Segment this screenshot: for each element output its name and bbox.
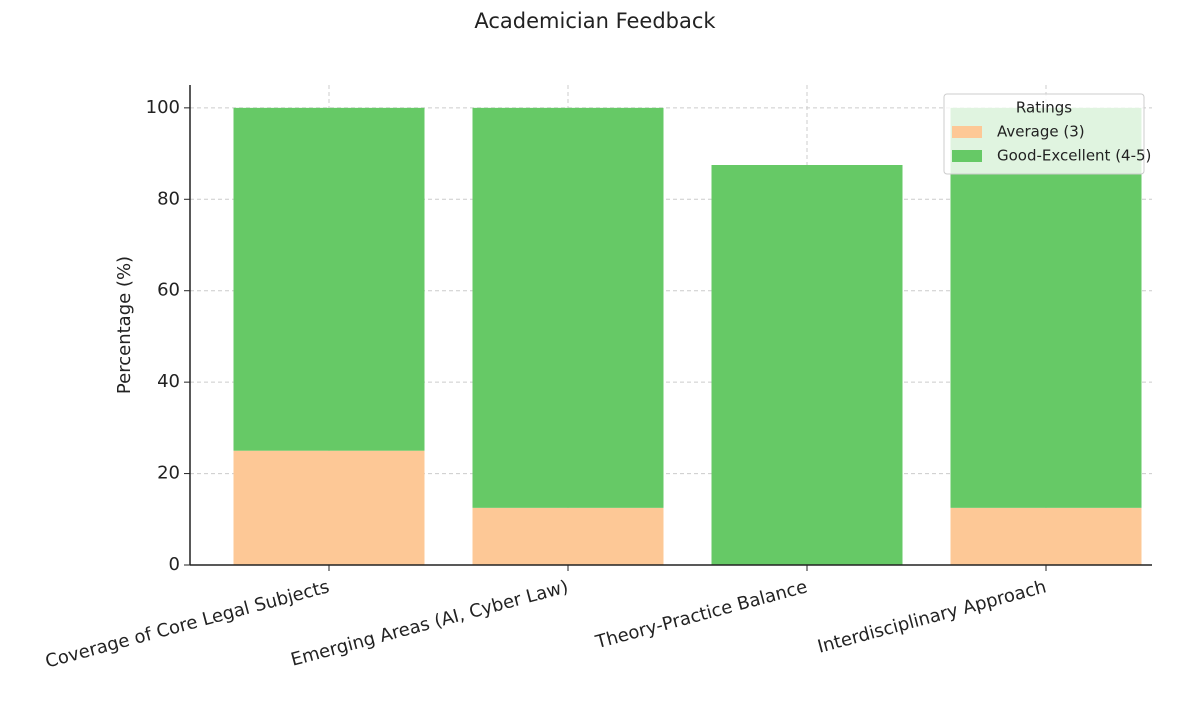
legend-label: Good-Excellent (4-5) [997,147,1151,165]
legend-swatch [952,126,982,138]
bar-segment [233,107,425,451]
y-tick-label: 20 [157,463,180,484]
y-axis-label: Percentage (%) [114,256,135,394]
legend-title: Ratings [1016,99,1072,117]
y-tick-label: 80 [157,188,180,209]
x-tick-label: Coverage of Core Legal Subjects [43,576,331,672]
legend-label: Average (3) [997,123,1085,141]
bar-segment [233,450,425,565]
x-tick-label: Emerging Areas (AI, Cyber Law) [289,576,571,670]
bar-segment [472,107,664,508]
y-tick-label: 100 [146,97,180,118]
bar-segment [950,507,1142,565]
bar-segment [950,107,1142,508]
y-tick-label: 0 [169,554,180,575]
y-tick-label: 40 [157,371,180,392]
legend-box [943,93,1145,175]
bar-segment [711,165,903,565]
x-tick-label: Theory-Practice Balance [592,576,809,653]
x-tick-label: Interdisciplinary Approach [815,576,1048,657]
chart-title: Academician Feedback [474,9,716,33]
y-tick-label: 60 [157,280,180,301]
legend-swatch [952,150,982,162]
bar-segment [472,507,664,565]
